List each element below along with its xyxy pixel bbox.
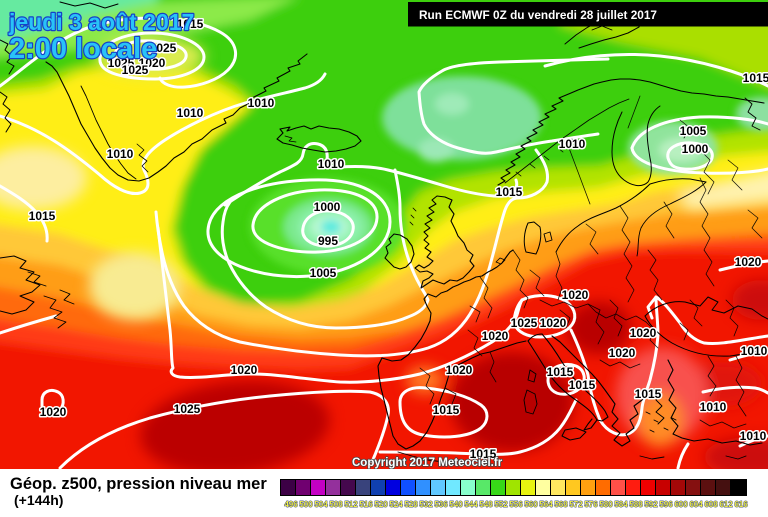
svg-text:Géop. z500, pression niveau me: Géop. z500, pression niveau mer <box>10 475 267 493</box>
svg-text:1020: 1020 <box>609 346 636 360</box>
svg-text:1010: 1010 <box>741 344 768 358</box>
svg-text:540: 540 <box>449 500 463 509</box>
svg-text:616: 616 <box>734 500 748 509</box>
svg-text:1025: 1025 <box>150 41 177 55</box>
svg-text:536: 536 <box>434 500 448 509</box>
svg-text:1015: 1015 <box>433 403 460 417</box>
svg-text:1010: 1010 <box>700 400 727 414</box>
svg-text:560: 560 <box>524 500 538 509</box>
svg-text:588: 588 <box>629 500 643 509</box>
svg-text:608: 608 <box>704 500 718 509</box>
svg-text:1005: 1005 <box>680 124 707 138</box>
svg-text:564: 564 <box>539 500 553 509</box>
svg-text:1020: 1020 <box>562 288 589 302</box>
svg-text:572: 572 <box>569 500 583 509</box>
svg-text:528: 528 <box>404 500 418 509</box>
svg-text:1010: 1010 <box>107 147 134 161</box>
svg-text:1020: 1020 <box>139 56 166 70</box>
svg-text:1020: 1020 <box>630 326 657 340</box>
svg-text:2:00 locale: 2:00 locale <box>9 33 157 65</box>
svg-text:532: 532 <box>419 500 433 509</box>
svg-text:1015: 1015 <box>569 378 596 392</box>
svg-text:604: 604 <box>689 500 703 509</box>
svg-text:1020: 1020 <box>446 363 473 377</box>
svg-text:1010: 1010 <box>318 157 345 171</box>
svg-text:1010: 1010 <box>559 137 586 151</box>
svg-text:1005: 1005 <box>310 266 337 280</box>
svg-text:1015: 1015 <box>496 185 523 199</box>
svg-text:1015: 1015 <box>743 71 768 85</box>
svg-text:995: 995 <box>318 234 338 248</box>
svg-text:548: 548 <box>479 500 493 509</box>
svg-text:576: 576 <box>584 500 598 509</box>
svg-text:1020: 1020 <box>735 255 762 269</box>
svg-text:500: 500 <box>299 500 313 509</box>
svg-text:1025: 1025 <box>108 56 135 70</box>
svg-text:568: 568 <box>554 500 568 509</box>
svg-text:516: 516 <box>359 500 373 509</box>
svg-text:1015: 1015 <box>177 17 204 31</box>
svg-text:1015: 1015 <box>470 447 497 461</box>
svg-text:(+144h): (+144h) <box>14 492 63 508</box>
svg-text:1000: 1000 <box>682 142 709 156</box>
svg-text:1025: 1025 <box>511 316 538 330</box>
svg-text:1020: 1020 <box>231 363 258 377</box>
svg-text:1010: 1010 <box>248 96 275 110</box>
svg-text:jeudi 3 août 2017: jeudi 3 août 2017 <box>8 9 194 35</box>
svg-text:1010: 1010 <box>177 106 204 120</box>
svg-text:1015: 1015 <box>547 365 574 379</box>
svg-text:580: 580 <box>599 500 613 509</box>
svg-text:Copyright 2017 Meteociel.fr: Copyright 2017 Meteociel.fr <box>352 457 503 469</box>
svg-text:600: 600 <box>674 500 688 509</box>
svg-text:524: 524 <box>389 500 403 509</box>
svg-text:612: 612 <box>719 500 733 509</box>
svg-text:504: 504 <box>314 500 328 509</box>
svg-text:508: 508 <box>329 500 343 509</box>
svg-text:1015: 1015 <box>635 387 662 401</box>
svg-text:Run ECMWF 0Z du vendredi 28 ju: Run ECMWF 0Z du vendredi 28 juillet 2017 <box>419 8 657 22</box>
svg-text:520: 520 <box>374 500 388 509</box>
svg-text:1020: 1020 <box>482 329 509 343</box>
svg-text:1015: 1015 <box>29 209 56 223</box>
svg-text:596: 596 <box>659 500 673 509</box>
svg-text:1020: 1020 <box>40 405 67 419</box>
svg-text:556: 556 <box>509 500 523 509</box>
svg-text:552: 552 <box>494 500 508 509</box>
svg-text:1010: 1010 <box>740 429 767 443</box>
svg-text:1000: 1000 <box>314 200 341 214</box>
svg-text:1025: 1025 <box>122 63 149 77</box>
svg-text:512: 512 <box>344 500 358 509</box>
svg-text:1020: 1020 <box>540 316 567 330</box>
svg-text:544: 544 <box>464 500 478 509</box>
svg-text:1025: 1025 <box>174 402 201 416</box>
svg-text:592: 592 <box>644 500 658 509</box>
svg-text:496: 496 <box>284 500 298 509</box>
svg-text:584: 584 <box>614 500 628 509</box>
